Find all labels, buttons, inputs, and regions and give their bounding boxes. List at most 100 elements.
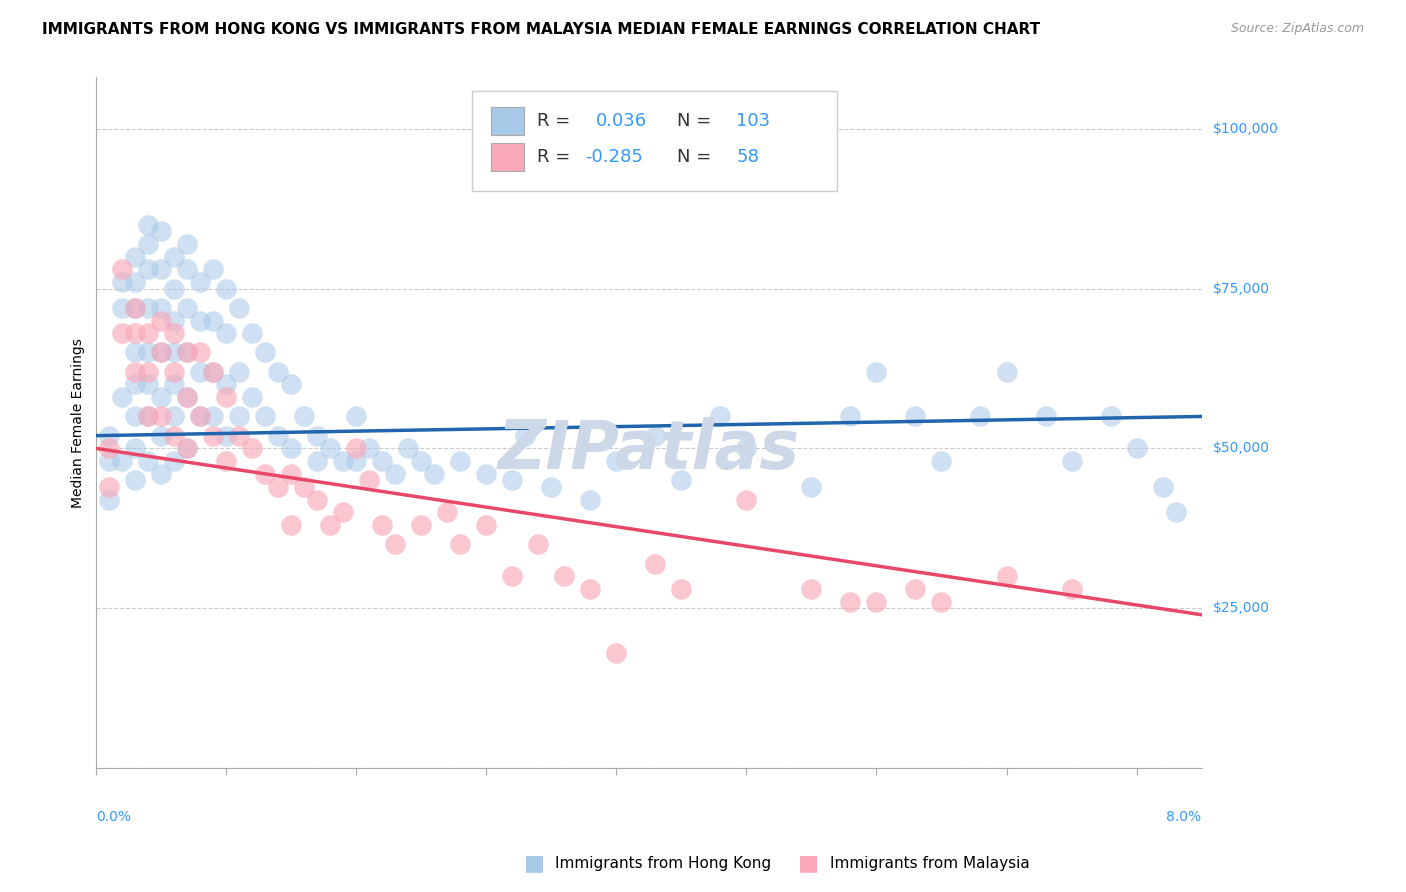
Point	[124, 326, 146, 341]
Text: R =: R =	[537, 112, 576, 130]
Point	[371, 518, 394, 533]
Point	[995, 569, 1018, 583]
Point	[163, 281, 186, 295]
Point	[202, 365, 225, 379]
Point	[150, 409, 173, 424]
Point	[111, 275, 134, 289]
Point	[150, 428, 173, 442]
Point	[515, 428, 537, 442]
Text: N =: N =	[676, 148, 717, 166]
Point	[138, 454, 160, 468]
Point	[150, 313, 173, 327]
Point	[332, 454, 354, 468]
Point	[344, 454, 367, 468]
Point	[138, 236, 160, 251]
Text: $25,000: $25,000	[1212, 601, 1270, 615]
Point	[605, 646, 627, 660]
Point	[501, 474, 523, 488]
Point	[190, 365, 212, 379]
Point	[267, 480, 290, 494]
Point	[176, 345, 198, 359]
Point	[124, 250, 146, 264]
Point	[98, 428, 121, 442]
Text: $75,000: $75,000	[1212, 282, 1270, 295]
Text: $50,000: $50,000	[1212, 442, 1270, 456]
Point	[124, 301, 146, 315]
Point	[163, 250, 186, 264]
Point	[579, 492, 602, 507]
Point	[163, 454, 186, 468]
Point	[190, 409, 212, 424]
Point	[644, 428, 666, 442]
Point	[396, 442, 419, 456]
Point	[475, 467, 498, 481]
FancyBboxPatch shape	[491, 143, 524, 170]
Point	[254, 467, 277, 481]
Point	[254, 345, 277, 359]
Point	[138, 409, 160, 424]
Point	[124, 377, 146, 392]
Point	[150, 224, 173, 238]
Point	[176, 262, 198, 277]
Point	[904, 409, 927, 424]
Point	[344, 409, 367, 424]
Point	[1152, 480, 1174, 494]
Point	[501, 569, 523, 583]
Point	[138, 345, 160, 359]
Point	[124, 301, 146, 315]
Point	[111, 301, 134, 315]
Point	[124, 409, 146, 424]
Point	[176, 442, 198, 456]
Point	[163, 365, 186, 379]
Point	[671, 582, 693, 596]
Point	[267, 365, 290, 379]
Point	[98, 492, 121, 507]
Point	[176, 442, 198, 456]
Point	[124, 275, 146, 289]
Point	[163, 326, 186, 341]
Point	[215, 390, 238, 404]
Point	[240, 442, 263, 456]
Point	[176, 390, 198, 404]
Text: N =: N =	[676, 112, 717, 130]
Text: ■: ■	[524, 854, 544, 873]
Point	[138, 365, 160, 379]
Point	[111, 326, 134, 341]
Point	[1164, 505, 1187, 519]
Point	[931, 454, 953, 468]
Point	[150, 301, 173, 315]
Point	[411, 454, 433, 468]
Point	[176, 390, 198, 404]
Point	[307, 454, 329, 468]
Point	[553, 569, 575, 583]
Point	[359, 474, 381, 488]
Text: 103: 103	[737, 112, 770, 130]
Point	[124, 474, 146, 488]
Text: 0.036: 0.036	[596, 112, 647, 130]
Point	[202, 409, 225, 424]
Point	[228, 301, 250, 315]
Point	[735, 492, 758, 507]
Point	[163, 409, 186, 424]
Point	[292, 480, 315, 494]
Point	[995, 365, 1018, 379]
Point	[307, 492, 329, 507]
Point	[371, 454, 394, 468]
Point	[384, 537, 406, 551]
Point	[190, 409, 212, 424]
Point	[240, 326, 263, 341]
Point	[319, 518, 342, 533]
Point	[176, 345, 198, 359]
Point	[254, 409, 277, 424]
Point	[644, 557, 666, 571]
Text: 8.0%: 8.0%	[1167, 810, 1202, 823]
Text: -0.285: -0.285	[585, 148, 643, 166]
Point	[839, 409, 862, 424]
Point	[124, 365, 146, 379]
Point	[709, 409, 731, 424]
Point	[150, 262, 173, 277]
Point	[176, 301, 198, 315]
Point	[190, 275, 212, 289]
Point	[138, 377, 160, 392]
Point	[605, 454, 627, 468]
